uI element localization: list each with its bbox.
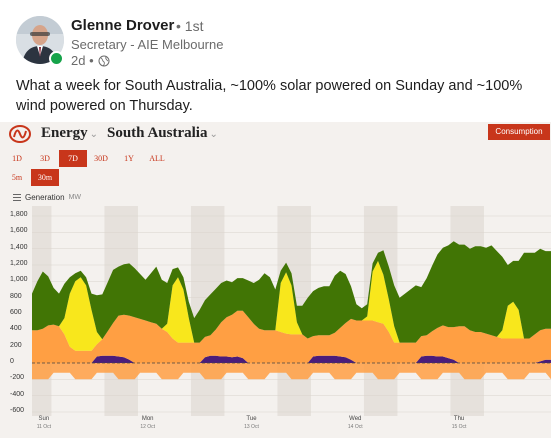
post-age: 2d • — [71, 53, 94, 68]
brand-label: Energy — [41, 125, 88, 141]
x-tick-label: Tue 13 Oct — [238, 415, 264, 431]
consumption-button[interactable]: Consumption — [488, 124, 550, 140]
tab-range-7d[interactable]: 7D — [59, 150, 87, 167]
tab-range-30d[interactable]: 30D — [94, 154, 108, 163]
tab-range-1y[interactable]: 1Y — [124, 154, 134, 163]
generation-title: Generation — [25, 193, 65, 202]
x-tick-date: 12 Oct — [140, 424, 156, 430]
x-tick-date: 13 Oct — [244, 424, 259, 430]
x-tick-day: Mon — [141, 416, 154, 422]
series-area-gas — [32, 310, 551, 363]
tab-range-3d[interactable]: 3D — [40, 154, 50, 163]
tab-interval-30m[interactable]: 30m — [31, 169, 59, 186]
y-tick-label: 800 — [10, 292, 22, 300]
chevron-down-icon: ⌄ — [89, 129, 99, 140]
post-meta: 2d • — [71, 53, 110, 68]
x-tick-label: Sun 11 Oct — [31, 415, 57, 431]
y-tick-label: -400 — [10, 390, 25, 398]
y-tick-label: 1,400 — [10, 243, 28, 251]
chevron-down-icon: ⌄ — [209, 129, 218, 140]
connection-degree: • 1st — [176, 18, 204, 34]
y-tick-label: 1,800 — [10, 211, 28, 218]
stacked-areas — [32, 241, 551, 363]
series-area-export — [32, 363, 551, 380]
chart-embed[interactable]: Energy ⌄ South Australia ⌄ Consumption 1D 3… — [0, 122, 551, 438]
energy-logo-icon — [9, 125, 31, 143]
y-tick-label: 600 — [10, 309, 22, 316]
x-tick-day: Wed — [349, 416, 362, 422]
brand-selector[interactable]: Energy ⌄ — [41, 125, 98, 142]
tab-range-1d[interactable]: 1D — [12, 154, 22, 163]
region-label: South Australia — [107, 125, 208, 141]
y-tick-label: -200 — [10, 374, 25, 382]
series-area-solar — [32, 260, 551, 351]
y-tick-label: 1,000 — [10, 276, 28, 284]
author-name[interactable]: Glenne Drover — [71, 17, 175, 34]
y-axis: 1,800 1,600 1,400 1,200 1,000 800 600 400 200 0 -2… — [10, 122, 36, 438]
x-tick-date: 11 Oct — [36, 424, 52, 430]
x-tick-label: Thu 15 Oct — [446, 415, 472, 431]
x-tick-date: 14 Oct — [347, 424, 363, 430]
generation-header: Generation MW — [13, 193, 81, 202]
post-header: Glenne Drover • 1st Secretary - AIE Melb… — [0, 0, 551, 122]
series-area-battery — [32, 355, 551, 363]
post-text: What a week for South Australia, ~100% s… — [16, 78, 523, 114]
x-tick-day: Tue — [246, 416, 257, 422]
interval-tabs: 5m 30m — [3, 169, 59, 186]
y-tick-label: 1,600 — [10, 227, 28, 235]
x-tick-day: Thu — [453, 416, 465, 422]
range-tabs: 1D 3D 7D 30D 1Y ALL — [3, 150, 171, 167]
region-selector[interactable]: South Australia ⌄ — [107, 125, 218, 142]
y-tick-label: 400 — [10, 325, 22, 333]
series-area-wind — [32, 241, 551, 343]
globe-icon — [98, 55, 110, 66]
y-tick-label: 1,200 — [10, 260, 28, 267]
x-tick-day: Sun — [38, 416, 50, 422]
x-tick-label: Mon 12 Oct — [135, 415, 161, 431]
tab-interval-5m[interactable]: 5m — [11, 173, 23, 182]
y-tick-label: 0 — [10, 358, 14, 365]
author-headline: Secretary - AIE Melbourne — [71, 37, 224, 52]
tab-range-all[interactable]: ALL — [149, 154, 165, 163]
online-status-icon — [49, 51, 64, 66]
menu-icon[interactable] — [13, 194, 21, 201]
x-tick-date: 15 Oct — [451, 424, 467, 430]
generation-unit: MW — [68, 194, 82, 201]
generation-chart — [32, 206, 551, 416]
y-tick-label: 200 — [10, 341, 22, 349]
y-tick-label: -600 — [10, 407, 25, 414]
x-tick-label: Wed 14 Oct — [342, 415, 368, 431]
